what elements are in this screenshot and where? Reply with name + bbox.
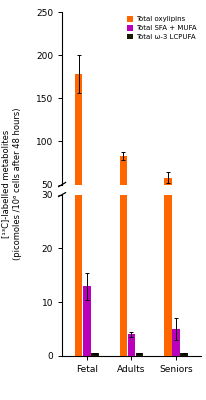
Bar (180, 353, 187, 356)
Bar (172, 329, 179, 356)
Bar (74, 0, 82, 356)
Bar (180, 227, 187, 228)
Bar (82, 216, 90, 228)
Bar (135, 227, 143, 228)
Bar (127, 334, 135, 356)
Bar (119, 156, 127, 228)
Legend: Total oxylipins, Total SFA + MUFA, Total ω-3 LCPUFA: Total oxylipins, Total SFA + MUFA, Total… (126, 16, 196, 40)
Bar (119, 0, 127, 356)
Text: [¹³C]-labelled metabolites
(picomoles /10⁶ cells after 48 hours): [¹³C]-labelled metabolites (picomoles /1… (1, 108, 22, 260)
Bar (74, 74, 82, 228)
Bar (164, 44, 171, 356)
Bar (90, 227, 98, 228)
Bar (127, 224, 135, 228)
Bar (135, 353, 143, 356)
Bar (172, 223, 179, 228)
Bar (164, 178, 171, 228)
Bar (82, 286, 90, 356)
Bar (90, 353, 98, 356)
